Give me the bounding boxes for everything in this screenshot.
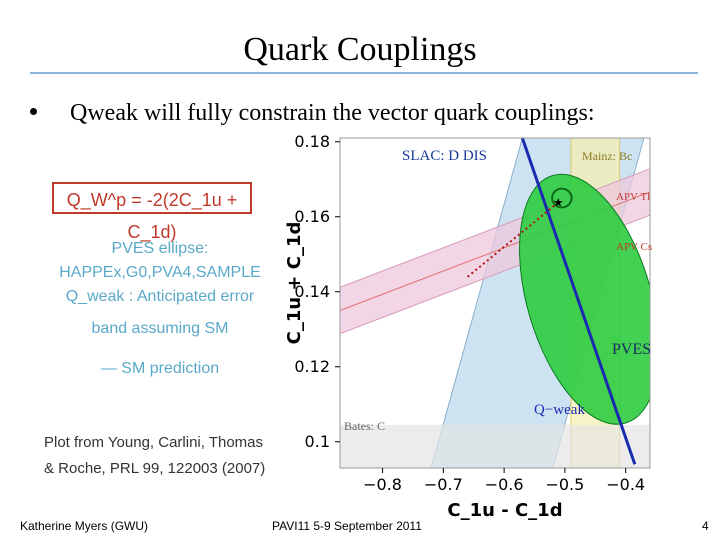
qweak-line	[520, 138, 637, 465]
annotation-pves: PVES	[612, 341, 651, 358]
plot-frame	[339, 137, 651, 469]
annotation-apv-cs: APV Cs	[616, 241, 652, 253]
slide-title: Quark Couplings	[243, 31, 477, 68]
bates-band	[340, 424, 650, 468]
y-tick-label: 0.12	[294, 357, 330, 376]
apv-combined-ellipse	[551, 187, 573, 209]
bullet-text: Qweak will fully constrain the vector qu…	[70, 100, 595, 126]
x-tick-label: −0.4	[606, 475, 645, 494]
pves-label: PVES ellipse:	[111, 240, 209, 257]
x-tick-label: −0.8	[363, 475, 402, 494]
annotation-bates: Bates: C	[344, 419, 385, 433]
reference-line-2: & Roche, PRL 99, 122003 (2007)	[44, 460, 266, 477]
y-tick-label: 0.16	[294, 207, 330, 226]
reference-line-1: Plot from Young, Carlini, Thomas	[44, 434, 264, 451]
y-tick-label: 0.14	[294, 282, 330, 301]
y-tick-label: 0.1	[305, 432, 330, 451]
qweak-label: Q_weak : Anticipated error	[65, 288, 255, 305]
qweak-label-2: band assuming SM	[91, 320, 229, 337]
annotation-mainz: Mainz: Bc	[582, 149, 632, 163]
formula-box: Q_W^p = -2(2C_1u + C_1d)	[52, 182, 252, 242]
pves-ellipse	[519, 173, 650, 425]
x-axis-label: C_1u - C_1d	[447, 500, 562, 521]
annotation-apv-tl: APV Tl	[616, 191, 650, 203]
x-tick-label: −0.5	[545, 475, 584, 494]
plot-area: ★	[340, 138, 650, 468]
title-divider	[30, 72, 698, 74]
footer-author: Katherine Myers (GWU)	[20, 519, 149, 533]
x-tick-label: −0.7	[424, 475, 463, 494]
footer-conference: PAVI11 5-9 September 2011	[272, 519, 422, 533]
annotation-qweak: Q−weak	[534, 402, 585, 418]
y-tick-label: 0.18	[294, 132, 330, 151]
sm-star-marker: ★	[553, 196, 564, 210]
pves-experiments: HAPPEx,G0,PVA4,SAMPLE	[59, 264, 261, 281]
bullet-icon	[30, 108, 37, 115]
sm-prediction-label: — SM prediction	[100, 360, 220, 377]
annotation-slac: SLAC: D DIS	[402, 148, 487, 164]
x-tick-label: −0.6	[485, 475, 524, 494]
legend-panel: Q_W^p = -2(2C_1u + C_1d) PVES ellipse: H…	[40, 178, 280, 488]
y-axis-label: C_1u + C_1d	[284, 222, 305, 345]
footer-page-number: 4	[702, 519, 709, 533]
